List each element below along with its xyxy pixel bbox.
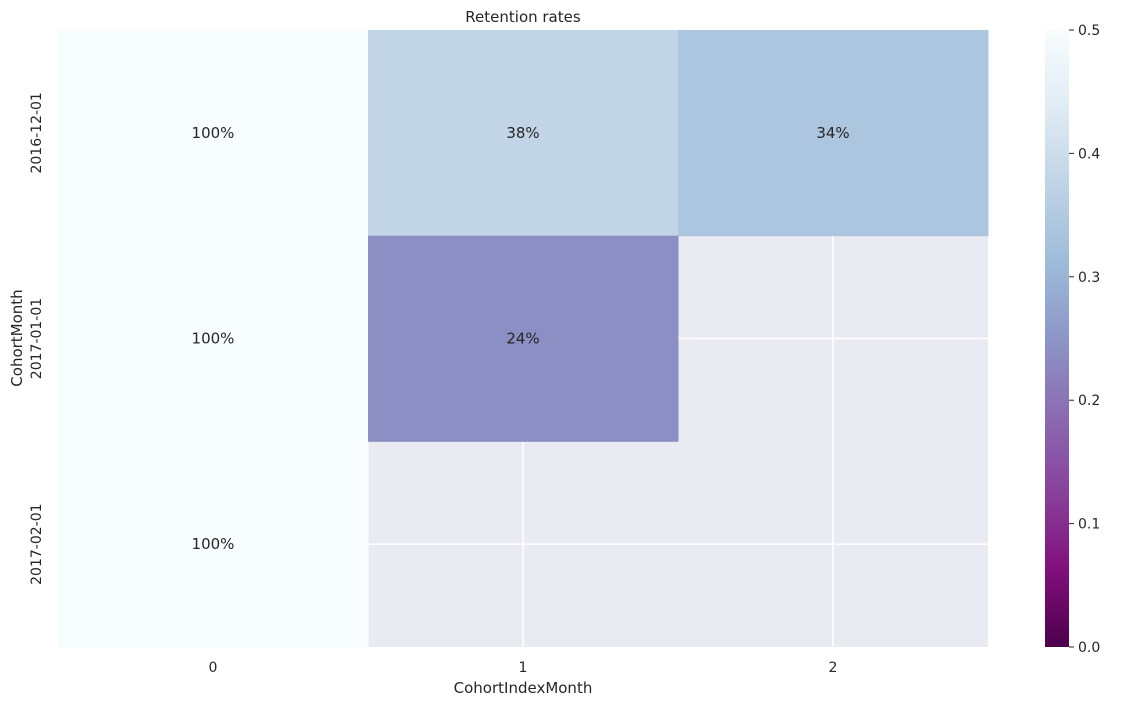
heatmap-cell xyxy=(58,441,369,648)
cell-annotations: 100% 38% 34% 100% 24% 100% xyxy=(192,124,850,553)
heatmap-cell xyxy=(58,30,369,237)
colorbar-tick-label: 0.2 xyxy=(1078,393,1100,409)
heatmap-cell xyxy=(678,30,989,237)
x-tick-label: 1 xyxy=(519,660,528,676)
x-axis-label: CohortIndexMonth xyxy=(454,679,593,697)
chart-title: Retention rates xyxy=(465,8,581,26)
colorbar-tick-label: 0.5 xyxy=(1078,23,1100,39)
colorbar-tick-label: 0.3 xyxy=(1078,270,1100,286)
y-tick-label: 2017-01-01 xyxy=(29,298,45,379)
heatmap-cell xyxy=(368,30,679,237)
cell-annotation: 100% xyxy=(192,124,235,142)
colorbar-tick-label: 0.0 xyxy=(1078,640,1100,656)
colorbar-tick-label: 0.1 xyxy=(1078,517,1100,533)
x-tick-label: 2 xyxy=(829,660,838,676)
y-axis-ticks: 2016-12-01 2017-01-01 2017-02-01 xyxy=(29,92,45,585)
x-tick-label: 0 xyxy=(209,660,218,676)
heatmap-cell xyxy=(58,235,369,442)
cell-annotation: 24% xyxy=(506,330,539,348)
cell-annotation: 34% xyxy=(816,124,849,142)
cell-annotation: 38% xyxy=(506,124,539,142)
heatmap-cell xyxy=(368,235,679,442)
y-tick-label: 2016-12-01 xyxy=(29,92,45,173)
colorbar xyxy=(1045,30,1069,647)
colorbar-ticks: 0.0 0.1 0.2 0.3 0.4 0.5 xyxy=(1069,23,1100,656)
heatmap-cells xyxy=(58,30,989,648)
y-axis-label: CohortMonth xyxy=(8,289,26,386)
cell-annotation: 100% xyxy=(192,535,235,553)
colorbar-tick-label: 0.4 xyxy=(1078,146,1100,162)
y-tick-label: 2017-02-01 xyxy=(29,503,45,584)
cell-annotation: 100% xyxy=(192,330,235,348)
x-axis-ticks: 0 1 2 xyxy=(209,660,838,676)
